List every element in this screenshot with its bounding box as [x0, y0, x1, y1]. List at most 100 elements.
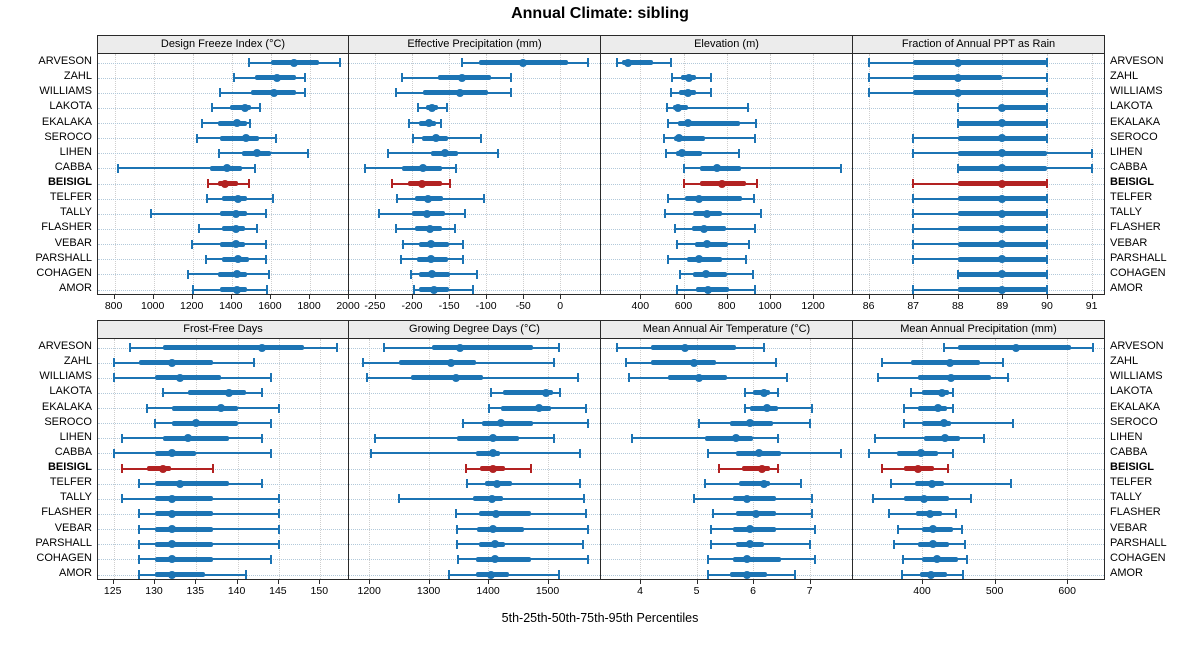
- median-dot: [541, 388, 550, 397]
- tick-mark: [1091, 295, 1093, 299]
- whisker-cap: [464, 209, 467, 219]
- whisker-cap: [811, 494, 814, 504]
- tick-mark: [753, 580, 754, 584]
- tick-label: 400: [913, 585, 931, 597]
- station-label-right: ARVESON: [1110, 55, 1164, 67]
- tick-label: 135: [186, 585, 205, 597]
- whisker-cap: [579, 448, 582, 458]
- whisker-cap: [670, 73, 673, 83]
- tick-mark: [113, 295, 115, 299]
- whisker-cap: [1046, 88, 1048, 98]
- median-dot: [694, 255, 703, 264]
- whisker-cap: [559, 388, 561, 398]
- whisker-cap: [137, 524, 140, 534]
- median-dot: [757, 464, 766, 473]
- median-dot: [998, 240, 1007, 249]
- median-dot: [167, 540, 176, 549]
- median-dot: [493, 479, 501, 488]
- whisker-cap: [1046, 239, 1048, 249]
- gridline: [683, 54, 685, 294]
- row-guide-line: [853, 529, 1104, 531]
- whisker-cap: [269, 373, 272, 383]
- tick-label: 1000: [758, 300, 782, 312]
- row-guide-line: [349, 183, 600, 185]
- whisker-cap: [960, 524, 963, 534]
- iqr-bar: [684, 196, 742, 202]
- whisker-cap: [448, 570, 451, 579]
- median-dot: [456, 88, 465, 97]
- median-dot: [916, 449, 925, 458]
- whisker-cap: [743, 403, 746, 413]
- iqr-bar: [146, 466, 172, 471]
- median-dot: [225, 388, 234, 397]
- whisker-cap: [455, 509, 457, 519]
- whisker-cap: [259, 103, 262, 113]
- row-guide-line: [601, 62, 852, 64]
- median-dot: [689, 358, 698, 367]
- whisker-cap: [666, 103, 669, 113]
- median-dot: [232, 270, 241, 279]
- whisker-cap: [137, 479, 140, 489]
- tick-mark: [369, 580, 371, 584]
- whisker-cap: [615, 58, 618, 67]
- whisker-cap: [892, 539, 895, 549]
- iqr-bar: [163, 435, 230, 441]
- median-dot: [240, 103, 249, 112]
- whisker-line: [683, 167, 842, 170]
- row-guide-line: [349, 168, 600, 170]
- median-dot: [746, 525, 755, 534]
- whisker-cap: [232, 73, 235, 83]
- station-label-left: PARSHALL: [35, 536, 92, 549]
- row-guide-line: [349, 392, 600, 394]
- whisker-cap: [839, 448, 842, 458]
- tick-label: 1300: [416, 585, 441, 597]
- whisker-cap: [200, 118, 203, 128]
- whisker-cap: [335, 343, 338, 352]
- whisker-cap: [676, 239, 678, 249]
- whisker-cap: [1011, 418, 1014, 428]
- whisker-cap: [709, 524, 712, 534]
- whisker-cap: [811, 403, 814, 413]
- median-dot: [998, 285, 1007, 294]
- station-label-left: VEBAR: [54, 236, 92, 249]
- whisker-cap: [585, 403, 588, 413]
- station-label-left: BEISIGL: [47, 461, 92, 473]
- whisker-cap: [277, 509, 280, 519]
- gridline: [278, 339, 280, 579]
- whisker-cap: [553, 433, 555, 443]
- whisker-cap: [112, 373, 115, 383]
- tick-mark: [154, 580, 155, 584]
- whisker-cap: [955, 509, 958, 519]
- tick-mark: [1002, 295, 1004, 299]
- whisker-cap: [667, 118, 670, 128]
- panel-strip: Elevation (m): [601, 35, 853, 53]
- tick-label: 5: [693, 585, 700, 597]
- station-label-left: TALLY: [60, 491, 92, 504]
- median-dot: [998, 270, 1007, 279]
- tick-mark: [523, 295, 525, 299]
- whisker-cap: [456, 524, 459, 534]
- tick-label: 1600: [258, 300, 282, 312]
- tick-mark: [152, 295, 154, 299]
- tick-label: 89: [996, 300, 1009, 312]
- median-dot: [418, 179, 427, 188]
- iqr-bar: [678, 120, 740, 126]
- panel-plot: [601, 338, 853, 580]
- median-dot: [718, 179, 727, 188]
- tick-mark: [922, 580, 923, 584]
- panel-plot: [349, 53, 601, 295]
- whisker-cap: [1046, 194, 1048, 204]
- whisker-cap: [558, 343, 561, 352]
- median-dot: [446, 358, 455, 367]
- median-dot: [939, 419, 948, 428]
- median-dot: [998, 179, 1007, 188]
- whisker-cap: [339, 58, 342, 67]
- median-dot: [491, 509, 500, 518]
- tick-mark: [374, 295, 376, 299]
- whisker-cap: [277, 539, 280, 549]
- iqr-bar: [502, 390, 554, 396]
- whisker-line: [467, 482, 581, 485]
- gridline: [547, 339, 549, 579]
- whisker-cap: [840, 163, 843, 173]
- iqr-bar: [476, 556, 531, 562]
